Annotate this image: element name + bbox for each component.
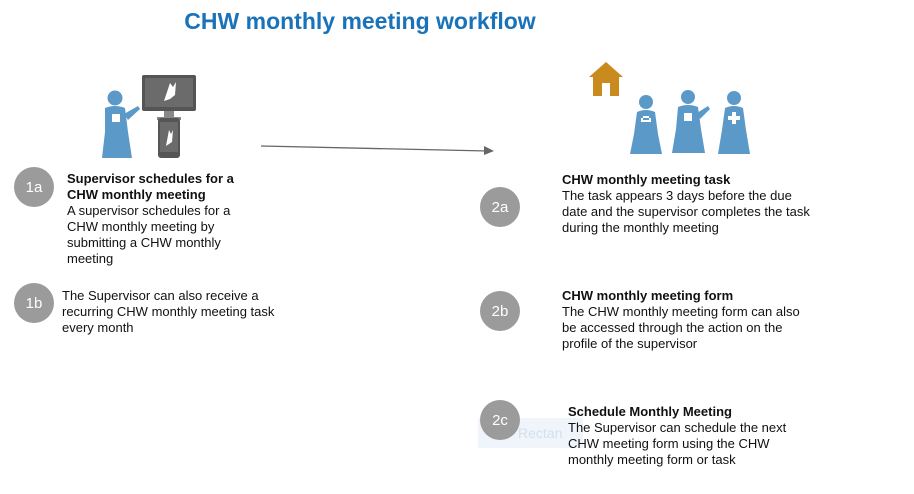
supervisor-person-icon xyxy=(102,90,140,158)
step-2c: Schedule Monthly Meeting The Supervisor … xyxy=(568,404,808,468)
step-2a-text: The task appears 3 days before the due d… xyxy=(562,188,810,235)
step-badge-1b: 1b xyxy=(14,283,54,323)
step-1a-text: A supervisor schedules for a CHW monthly… xyxy=(67,203,231,266)
mobile-phone-icon xyxy=(158,118,180,158)
diagram-title: CHW monthly meeting workflow xyxy=(184,8,536,34)
step-2a-heading: CHW monthly meeting task xyxy=(562,172,731,187)
house-icon xyxy=(589,62,623,96)
step-1a-heading: Supervisor schedules for a CHW monthly m… xyxy=(67,171,234,202)
step-badge-2a: 2a xyxy=(480,187,520,227)
step-1a: Supervisor schedules for a CHW monthly m… xyxy=(67,171,252,267)
ghost-rectangle-label: Rectan xyxy=(518,425,563,441)
step-1b: The Supervisor can also receive a recurr… xyxy=(62,288,277,336)
step-2c-text: The Supervisor can schedule the next CHW… xyxy=(568,420,787,467)
chw-person-icon xyxy=(672,90,710,153)
step-2b-heading: CHW monthly meeting form xyxy=(562,288,734,303)
step-badge-2b: 2b xyxy=(480,291,520,331)
computer-monitor-icon xyxy=(142,75,196,120)
step-badge-2c: 2c xyxy=(480,400,520,440)
step-2a: CHW monthly meeting task The task appear… xyxy=(562,172,812,236)
flow-arrow xyxy=(260,145,494,155)
chw-person-icon xyxy=(630,95,662,154)
step-2b-text: The CHW monthly meeting form can also be… xyxy=(562,304,800,351)
step-1b-text: The Supervisor can also receive a recurr… xyxy=(62,288,275,335)
step-badge-1a: 1a xyxy=(14,167,54,207)
step-2b: CHW monthly meeting form The CHW monthly… xyxy=(562,288,812,352)
step-2c-heading: Schedule Monthly Meeting xyxy=(568,404,732,419)
chw-person-icon xyxy=(718,91,750,154)
